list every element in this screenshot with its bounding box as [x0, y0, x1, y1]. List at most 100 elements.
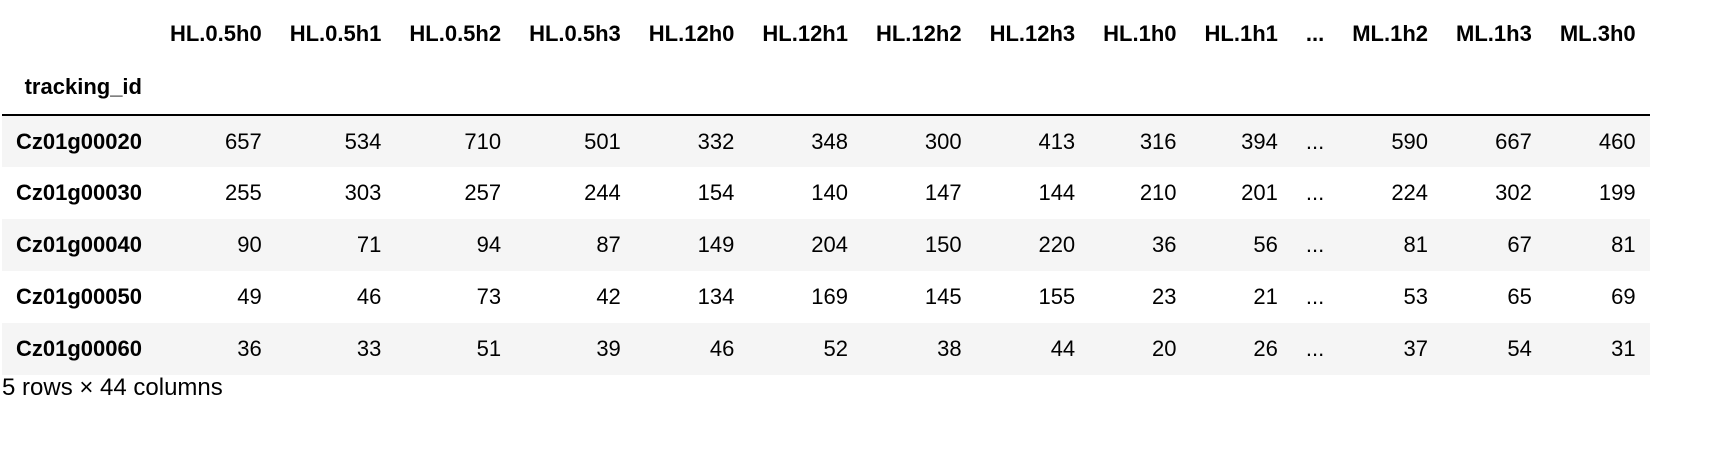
column-header: HL.0.5h0	[169, 21, 262, 46]
table-cell: 140	[811, 180, 848, 205]
table-cell: 134	[697, 284, 735, 309]
column-header: HL.12h1	[762, 21, 848, 46]
ellipsis-cell: ...	[1305, 128, 1325, 154]
table-cell: 667	[1495, 128, 1532, 154]
table-cell: 460	[1598, 128, 1636, 154]
table-cell: 300	[924, 128, 962, 154]
table-cell: 348	[811, 128, 848, 154]
ellipsis-cell: ...	[1305, 232, 1325, 257]
table-cell: 53	[1403, 284, 1429, 309]
table-cell: 154	[697, 180, 735, 205]
table-cell: 46	[356, 284, 382, 309]
table-cell: 255	[224, 180, 262, 205]
table-cell: 33	[356, 336, 382, 361]
column-header: HL.0.5h2	[409, 21, 502, 46]
table-cell: 199	[1598, 180, 1636, 205]
table-cell: 257	[464, 180, 502, 205]
ellipsis-cell: ...	[1305, 180, 1325, 205]
table-cell: 534	[344, 128, 382, 154]
row-index: Cz01g00060	[16, 336, 142, 361]
table-row: Cz01g00020 657 534 710 501 332 348 300 4…	[2, 115, 1650, 167]
column-header: HL.0.5h3	[529, 21, 621, 46]
table-cell: 316	[1139, 128, 1177, 154]
table-cell: 65	[1507, 284, 1532, 309]
index-name-row: tracking_id	[2, 60, 1650, 115]
table-row: Cz01g00060 36 33 51 39 46 52 38 44 20 26…	[2, 323, 1650, 375]
column-header: HL.12h2	[875, 21, 962, 46]
table-cell: 302	[1495, 180, 1532, 205]
table-cell: 657	[224, 128, 262, 154]
table-cell: 332	[697, 128, 735, 154]
table-cell: 21	[1253, 284, 1278, 309]
table-cell: 42	[596, 284, 621, 309]
table-cell: 90	[237, 232, 262, 257]
table-cell: 224	[1391, 180, 1429, 205]
dataframe-shape-text: 5 rows × 44 columns	[2, 374, 223, 401]
table-cell: 150	[924, 232, 962, 257]
table-cell: 394	[1241, 128, 1278, 154]
table-cell: 710	[464, 128, 502, 154]
table-cell: 44	[1050, 336, 1076, 361]
table-cell: 36	[1152, 232, 1177, 257]
column-header: HL.1h0	[1103, 21, 1177, 46]
table-cell: 39	[596, 336, 621, 361]
table-cell: 46	[709, 336, 735, 361]
column-header: ML.1h2	[1352, 21, 1429, 46]
table-cell: 244	[584, 180, 621, 205]
corner-cell	[2, 8, 156, 60]
row-index: Cz01g00050	[16, 284, 142, 309]
table-cell: 49	[237, 284, 262, 309]
table-cell: 94	[476, 232, 502, 257]
row-index: Cz01g00040	[16, 232, 142, 257]
table-cell: 201	[1241, 180, 1278, 205]
dataframe-table: HL.0.5h0 HL.0.5h1 HL.0.5h2 HL.0.5h3 HL.1…	[2, 8, 1650, 375]
table-cell: 71	[356, 232, 382, 257]
table-cell: 210	[1139, 180, 1177, 205]
table-cell: 501	[584, 128, 621, 154]
table-row: Cz01g00050 49 46 73 42 134 169 145 155 2…	[2, 271, 1650, 323]
table-cell: 73	[476, 284, 502, 309]
table-cell: 20	[1152, 336, 1177, 361]
table-row: Cz01g00030 255 303 257 244 154 140 147 1…	[2, 167, 1650, 219]
ellipsis-cell: ...	[1305, 336, 1325, 361]
table-cell: 26	[1253, 336, 1278, 361]
table-cell: 155	[1038, 284, 1076, 309]
table-cell: 38	[937, 336, 962, 361]
table-cell: 147	[924, 180, 962, 205]
column-header: ML.3h0	[1559, 21, 1636, 46]
table-cell: 67	[1507, 232, 1532, 257]
table-cell: 87	[596, 232, 621, 257]
row-index: Cz01g00020	[16, 128, 142, 154]
table-cell: 36	[237, 336, 262, 361]
row-index: Cz01g00030	[16, 180, 142, 205]
table-cell: 52	[823, 336, 848, 361]
table-cell: 69	[1611, 284, 1636, 309]
dataframe-output: HL.0.5h0 HL.0.5h1 HL.0.5h2 HL.0.5h3 HL.1…	[2, 8, 1650, 375]
column-header: HL.12h3	[989, 21, 1076, 46]
table-cell: 204	[811, 232, 848, 257]
table-cell: 54	[1507, 336, 1532, 361]
table-cell: 145	[924, 284, 962, 309]
table-cell: 31	[1611, 336, 1636, 361]
table-cell: 413	[1038, 128, 1076, 154]
column-ellipsis: ...	[1305, 21, 1325, 46]
table-cell: 23	[1152, 284, 1177, 309]
table-cell: 590	[1391, 128, 1429, 154]
table-cell: 149	[697, 232, 735, 257]
table-cell: 51	[476, 336, 502, 361]
table-cell: 303	[344, 180, 382, 205]
index-name: tracking_id	[24, 74, 142, 99]
column-header: HL.0.5h1	[289, 21, 382, 46]
column-header: HL.12h0	[648, 21, 735, 46]
table-cell: 81	[1403, 232, 1429, 257]
table-cell: 81	[1611, 232, 1636, 257]
column-header: HL.1h1	[1204, 21, 1278, 46]
column-header-row: HL.0.5h0 HL.0.5h1 HL.0.5h2 HL.0.5h3 HL.1…	[2, 8, 1650, 60]
table-cell: 220	[1038, 232, 1076, 257]
column-header: ML.1h3	[1456, 21, 1532, 46]
table-cell: 144	[1038, 180, 1076, 205]
ellipsis-cell: ...	[1305, 284, 1325, 309]
table-row: Cz01g00040 90 71 94 87 149 204 150 220 3…	[2, 219, 1650, 271]
table-cell: 37	[1403, 336, 1429, 361]
table-cell: 169	[811, 284, 848, 309]
